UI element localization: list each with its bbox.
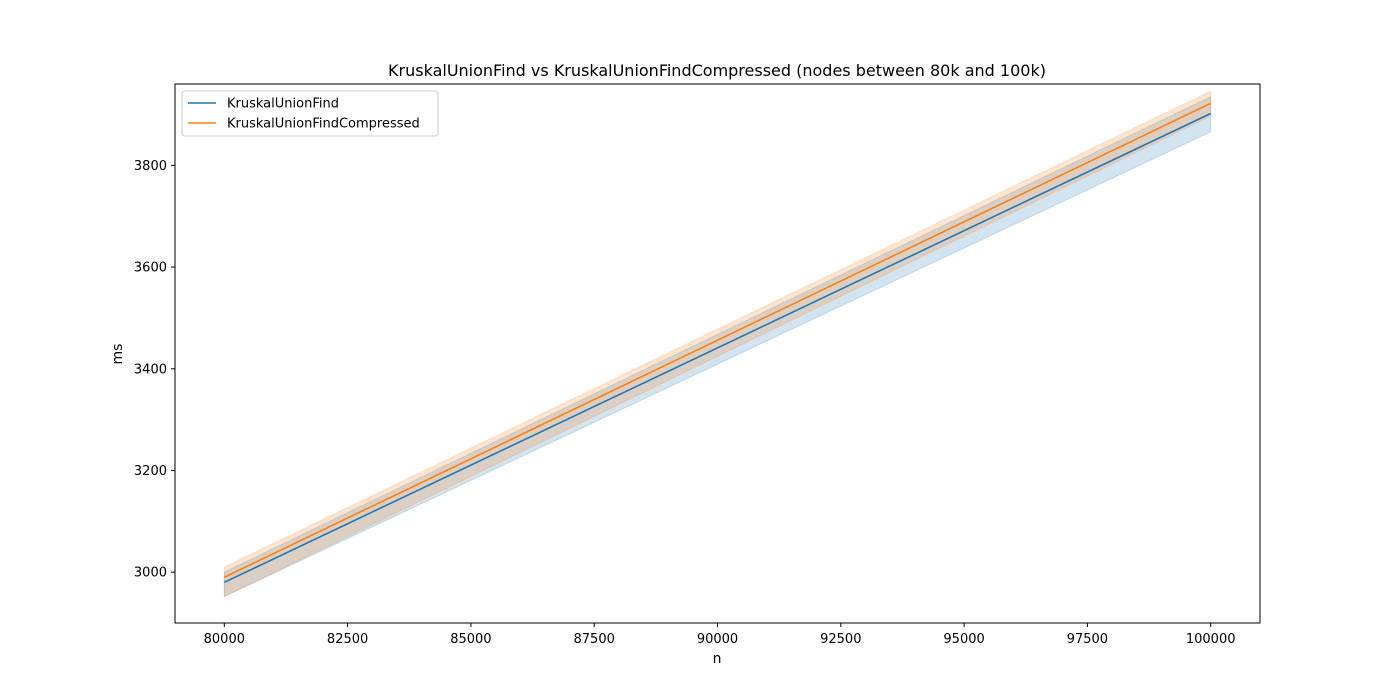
confidence-band-1 xyxy=(223,90,1212,598)
y-tick-label: 3200 xyxy=(134,464,167,479)
legend: KruskalUnionFind KruskalUnionFindCompress… xyxy=(181,90,439,137)
y-tick-label: 3400 xyxy=(134,362,167,377)
x-axis: 80000 82500 85000 87500 90000 92500 95000 97500… xyxy=(204,623,1236,647)
x-tick-label: 95000 xyxy=(943,632,984,647)
legend-label-0: KruskalUnionFind xyxy=(227,97,339,112)
y-tick-label: 3600 xyxy=(134,261,167,276)
x-tick-label: 87500 xyxy=(574,632,615,647)
series-line-1 xyxy=(223,102,1212,578)
y-tick-label: 3000 xyxy=(134,566,167,581)
y-axis-label: ms xyxy=(110,344,126,365)
legend-box xyxy=(181,90,439,137)
x-tick-label: 80000 xyxy=(204,632,245,647)
x-axis-label: n xyxy=(713,651,722,667)
legend-label-1: KruskalUnionFindCompressed xyxy=(227,117,420,132)
y-axis: 3000 3200 3400 3600 3800 xyxy=(134,159,175,581)
x-tick-label: 97500 xyxy=(1067,632,1108,647)
series-line-0 xyxy=(223,112,1212,584)
x-tick-label: 85000 xyxy=(450,632,491,647)
x-tick-label: 90000 xyxy=(697,632,738,647)
chart-title: KruskalUnionFind vs KruskalUnionFindComp… xyxy=(388,61,1046,80)
x-tick-label: 92500 xyxy=(820,632,861,647)
x-tick-label: 82500 xyxy=(327,632,368,647)
plot-area xyxy=(223,90,1212,598)
x-tick-label: 100000 xyxy=(1186,632,1236,647)
y-tick-label: 3800 xyxy=(134,159,167,174)
